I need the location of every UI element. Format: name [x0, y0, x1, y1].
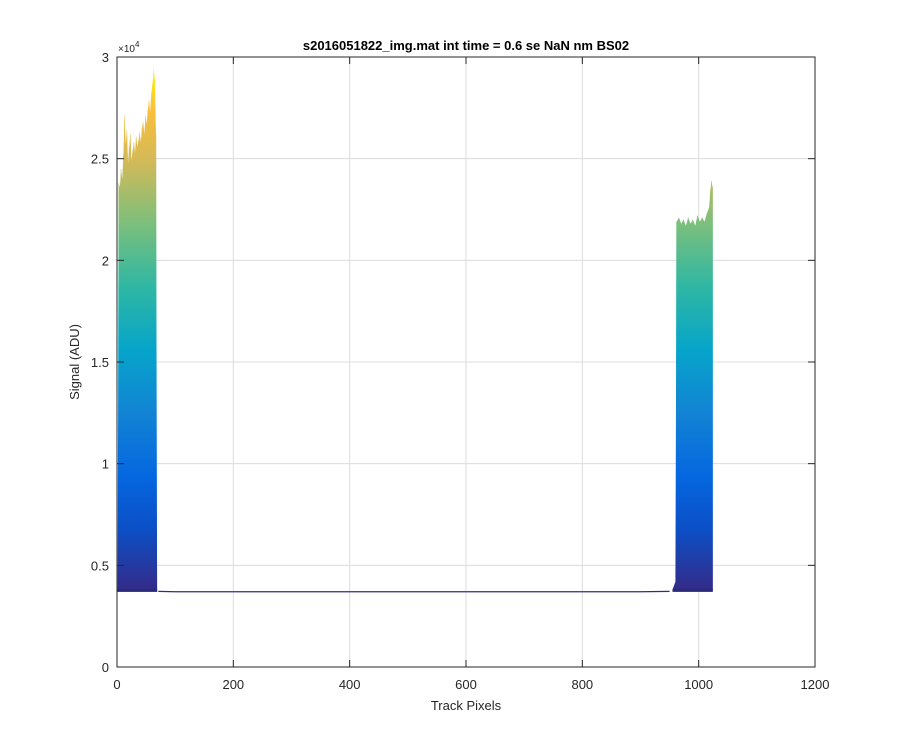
- y-tick-label: 0: [102, 660, 109, 675]
- y-tick-label: 2.5: [91, 152, 109, 167]
- y-tick-label: 1: [102, 457, 109, 472]
- band-floor: [672, 588, 713, 592]
- band-floor: [117, 588, 158, 592]
- y-axis-label: Signal (ADU): [67, 324, 82, 400]
- y-exponent-label: ×104: [118, 40, 140, 55]
- x-tick-label: 1200: [801, 677, 830, 692]
- y-tick-label: 3: [102, 50, 109, 65]
- x-tick-label: 800: [571, 677, 593, 692]
- x-tick-label: 600: [455, 677, 477, 692]
- x-tick-label: 0: [113, 677, 120, 692]
- x-tick-label: 400: [339, 677, 361, 692]
- x-tick-label: 200: [222, 677, 244, 692]
- x-axis-label: Track Pixels: [431, 698, 502, 713]
- x-axis: 0 200 400 600 800 1000 1200: [113, 57, 829, 692]
- chart-title: s2016051822_img.mat int time = 0.6 se Na…: [303, 38, 629, 53]
- y-axis: 0 0.5 1 1.5 2 2.5 3: [91, 50, 815, 675]
- y-tick-label: 1.5: [91, 355, 109, 370]
- plot-area: [117, 69, 714, 593]
- y-tick-label: 0.5: [91, 558, 109, 573]
- x-tick-label: 1000: [684, 677, 713, 692]
- y-tick-label: 2: [102, 253, 109, 268]
